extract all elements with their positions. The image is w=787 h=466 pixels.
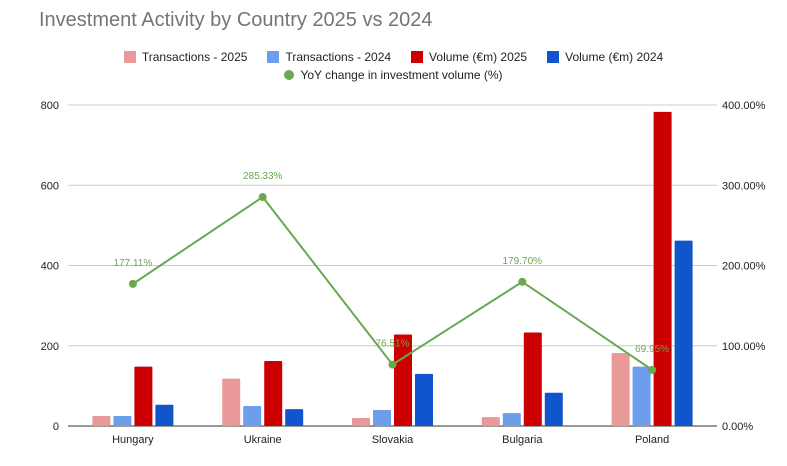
- bar: [523, 332, 542, 426]
- bar: [481, 417, 500, 426]
- yoy-data-label: 69.95%: [635, 344, 669, 355]
- legend-swatch: [284, 70, 295, 80]
- bar: [285, 409, 304, 426]
- y2-tick-label: 0.00%: [722, 421, 753, 433]
- bar: [502, 413, 521, 426]
- bar: [113, 415, 132, 426]
- legend-item: YoY change in investment volume (%): [284, 68, 503, 82]
- bar: [373, 409, 391, 426]
- yoy-point: [518, 277, 527, 286]
- legend-line: YoY change in investment volume (%): [0, 68, 787, 82]
- x-tick-label: Bulgaria: [502, 434, 543, 446]
- bar: [134, 366, 153, 426]
- yoy-data-label: 285.33%: [243, 171, 283, 182]
- bar: [544, 392, 563, 426]
- y-tick-label: 200: [41, 341, 59, 353]
- yoy-point: [648, 365, 657, 374]
- bar: [222, 378, 241, 426]
- legend-label: Transactions - 2024: [285, 50, 392, 64]
- legend-label: Transactions - 2025: [141, 50, 248, 64]
- y2-tick-label: 300.00%: [722, 180, 766, 192]
- yoy-data-label: 179.70%: [503, 256, 543, 267]
- x-tick-label: Ukraine: [244, 434, 282, 446]
- bar: [415, 373, 433, 426]
- bar: [632, 366, 651, 426]
- bar: [394, 334, 412, 426]
- yoy-point: [388, 360, 397, 369]
- x-tick-label: Slovakia: [372, 434, 414, 446]
- legend-item: Volume (€m) 2024: [547, 50, 663, 64]
- y2-tick-label: 100.00%: [722, 341, 766, 353]
- legend-swatch: [411, 51, 424, 63]
- yoy-point: [128, 279, 137, 288]
- legend-label: Volume (€m) 2025: [429, 50, 528, 64]
- x-tick-label: Hungary: [112, 434, 154, 446]
- y-tick-label: 600: [41, 180, 59, 192]
- legend-label: YoY change in investment volume (%): [300, 68, 503, 82]
- y-tick-label: 0: [53, 421, 59, 433]
- y2-tick-label: 200.00%: [722, 261, 766, 273]
- legend-item: Transactions - 2024: [267, 50, 391, 64]
- y-tick-label: 400: [41, 261, 59, 273]
- yoy-data-label: 76.51%: [376, 339, 410, 350]
- legend-item: Transactions - 2025: [123, 50, 248, 64]
- y-tick-label: 800: [41, 100, 59, 112]
- bar: [155, 404, 174, 426]
- bar: [653, 111, 672, 426]
- bar: [243, 405, 262, 426]
- legend-swatch: [547, 51, 560, 63]
- chart-title: Investment Activity by Country 2025 vs 2…: [39, 9, 433, 31]
- bar: [611, 352, 630, 426]
- yoy-point: [258, 193, 267, 202]
- legend-swatch: [267, 51, 280, 63]
- y2-tick-label: 400.00%: [722, 100, 766, 112]
- bar: [92, 415, 111, 426]
- bar: [352, 417, 370, 426]
- legend-swatch: [123, 51, 136, 63]
- x-tick-label: Poland: [635, 434, 669, 446]
- bar: [674, 240, 693, 426]
- yoy-data-label: 177.11%: [114, 258, 153, 269]
- legend: Transactions - 2025 Transactions - 2024 Vo…: [0, 50, 787, 64]
- legend-label: Volume (€m) 2024: [565, 50, 664, 64]
- legend-item: Volume (€m) 2025: [411, 50, 527, 64]
- bar: [264, 360, 283, 426]
